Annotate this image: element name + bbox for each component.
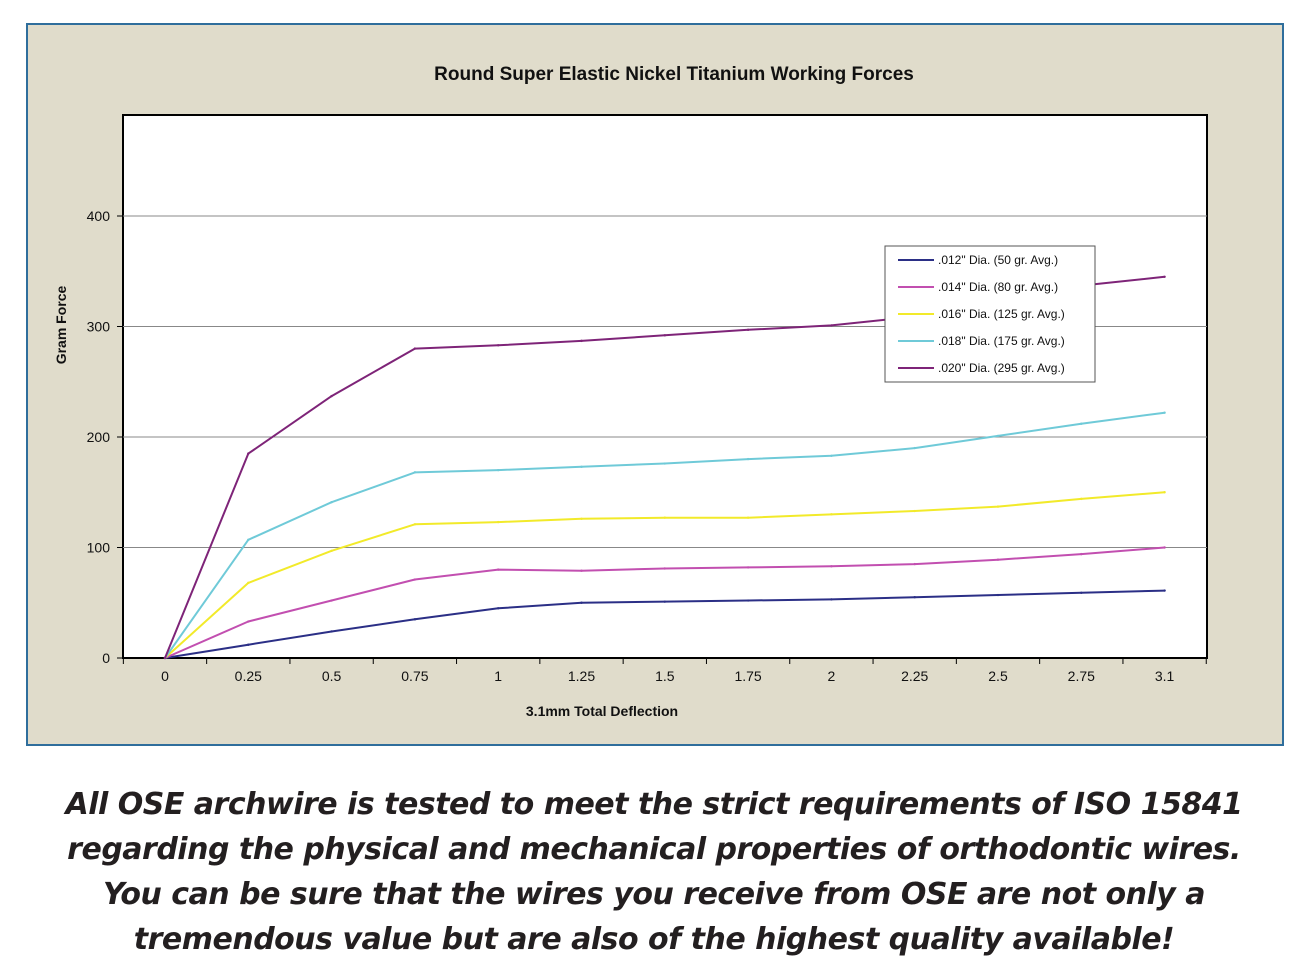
data-point [913, 596, 916, 599]
data-point [247, 452, 250, 455]
legend-label: .012" Dia. (50 gr. Avg.) [938, 253, 1058, 267]
data-point [497, 607, 500, 610]
y-tick-label: 400 [87, 208, 111, 224]
x-tick-label: 1 [494, 668, 502, 684]
data-point [1163, 491, 1166, 494]
data-point [330, 500, 333, 504]
legend-label: .014" Dia. (80 gr. Avg.) [938, 280, 1058, 294]
x-tick-label: 0.25 [235, 668, 262, 684]
data-point [497, 344, 500, 347]
data-point [247, 620, 250, 623]
caption-line: regarding the physical and mechanical pr… [67, 832, 1241, 867]
data-point [497, 468, 500, 472]
y-tick-label: 0 [102, 650, 110, 666]
data-point [746, 457, 750, 461]
data-point [746, 599, 750, 602]
data-point [996, 505, 1000, 508]
data-point [1163, 546, 1166, 549]
data-point [413, 618, 417, 621]
data-point [413, 578, 417, 581]
data-point [996, 558, 1000, 561]
data-point [247, 581, 250, 585]
data-point [413, 471, 417, 474]
data-point [580, 569, 583, 572]
data-point [830, 454, 833, 457]
data-point [580, 465, 583, 469]
x-tick-label: 2.5 [988, 668, 1008, 684]
data-point [1080, 422, 1083, 425]
legend: .012" Dia. (50 gr. Avg.) .014" Dia. (80 g… [884, 245, 1096, 383]
data-point [996, 434, 1000, 438]
data-point [413, 523, 417, 526]
data-point [413, 347, 417, 350]
data-point [247, 538, 250, 541]
x-tick-label: 2 [828, 668, 836, 684]
data-point [247, 643, 250, 646]
x-tick-label: 1.75 [734, 668, 761, 684]
data-point [163, 656, 167, 660]
chart-panel: Round Super Elastic Nickel Titanium Work… [26, 23, 1284, 746]
data-point [830, 324, 833, 327]
chart-title: Round Super Elastic Nickel Titanium Work… [434, 64, 914, 85]
caption-line: All OSE archwire is tested to meet the s… [65, 787, 1243, 822]
caption-line: tremendous value but are also of the hig… [133, 922, 1175, 957]
data-point [1163, 589, 1166, 592]
x-tick-label: 0.75 [401, 668, 428, 684]
data-point [580, 517, 583, 520]
x-tick-label: 1.25 [568, 668, 595, 684]
caption: All OSE archwire is tested to meet the s… [0, 782, 1308, 962]
legend-label: .020" Dia. (295 gr. Avg.) [938, 361, 1065, 375]
legend-label: .018" Dia. (175 gr. Avg.) [938, 334, 1065, 348]
data-point [746, 328, 750, 332]
data-point [1080, 552, 1083, 556]
data-point [1080, 497, 1083, 501]
legend-label: .016" Dia. (125 gr. Avg.) [938, 307, 1065, 321]
data-point [996, 593, 1000, 597]
data-point [830, 598, 833, 601]
data-point [1080, 591, 1083, 595]
data-point [663, 567, 666, 570]
data-point [913, 446, 916, 450]
x-axis-ticks: 0 0.25 0.5 0.75 1 1.25 1.5 1.75 2 2.25 2.5 2.75 3.1 [122, 658, 1207, 684]
plot-area [122, 114, 1208, 659]
x-tick-label: 1.5 [655, 668, 675, 684]
x-tick-label: 0 [161, 668, 169, 684]
data-point [330, 394, 333, 398]
y-tick-label: 100 [87, 540, 111, 556]
data-point [580, 339, 583, 343]
x-tick-label: 2.75 [1068, 668, 1095, 684]
data-point [913, 562, 916, 566]
data-point [663, 462, 666, 465]
data-point [663, 516, 666, 519]
data-point [663, 334, 666, 337]
x-tick-label: 0.5 [322, 668, 342, 684]
data-point [1163, 275, 1166, 278]
y-axis-label: Gram Force [53, 285, 69, 364]
data-point [663, 600, 666, 603]
x-axis-label: 3.1mm Total Deflection [526, 703, 678, 719]
data-point [913, 509, 916, 513]
data-point [746, 566, 750, 569]
data-point [580, 601, 583, 604]
x-tick-label: 2.25 [901, 668, 928, 684]
data-point [830, 565, 833, 568]
x-tick-label: 3.1 [1155, 668, 1175, 684]
data-point [497, 568, 500, 571]
data-point [830, 513, 833, 516]
y-axis-ticks: 0 100 200 300 400 [87, 208, 123, 666]
data-point [330, 549, 333, 553]
y-tick-label: 200 [87, 429, 111, 445]
data-point [1163, 411, 1166, 414]
line-chart: Round Super Elastic Nickel Titanium Work… [53, 64, 1208, 719]
data-point [330, 630, 333, 633]
caption-line: You can be sure that the wires you recei… [103, 877, 1205, 912]
data-point [330, 599, 333, 602]
data-point [746, 516, 750, 519]
gridlines [123, 215, 1207, 548]
y-tick-label: 300 [87, 319, 111, 335]
data-point [497, 520, 500, 524]
